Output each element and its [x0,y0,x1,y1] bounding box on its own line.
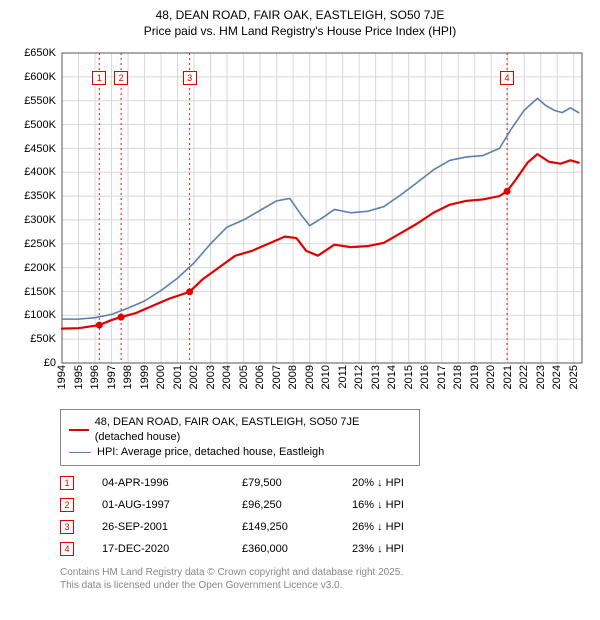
transaction-date: 01-AUG-1997 [102,499,242,511]
legend-label: HPI: Average price, detached house, East… [97,445,324,460]
transaction-diff: 16% ↓ HPI [352,499,472,511]
x-axis-label: 2001 [172,365,184,389]
y-axis-label: £50K [30,333,56,345]
x-axis-label: 1997 [106,365,118,389]
x-axis-label: 2016 [419,365,431,389]
legend-item: 48, DEAN ROAD, FAIR OAK, EASTLEIGH, SO50… [69,415,411,445]
y-axis-label: £150K [24,286,56,298]
x-axis-label: 1995 [73,365,85,389]
transaction-diff: 23% ↓ HPI [352,543,472,555]
y-axis-label: £250K [24,238,56,250]
x-axis-label: 1996 [89,365,101,389]
x-axis-label: 2004 [221,365,233,389]
chart-svg [14,43,586,403]
x-axis-label: 2015 [403,365,415,389]
y-axis-label: £500K [24,119,56,131]
chart-area: £0 £50K £100K £150K £200K £250K £300K £350K £400… [14,43,586,403]
sale-marker-badge: 4 [500,71,514,85]
x-axis-label: 2000 [155,365,167,389]
transaction-badge: 2 [60,498,74,512]
y-axis-label: £400K [24,166,56,178]
transaction-price: £149,250 [242,521,352,533]
x-axis-label: 2002 [188,365,200,389]
x-axis-label: 2011 [337,365,349,389]
x-axis-label: 2008 [287,365,299,389]
legend-item: HPI: Average price, detached house, East… [69,445,411,460]
y-axis-label: £200K [24,262,56,274]
y-axis-label: £650K [24,47,56,59]
x-axis-label: 2023 [535,365,547,389]
y-axis-label: £100K [24,309,56,321]
transaction-diff: 20% ↓ HPI [352,477,472,489]
transaction-badge: 3 [60,520,74,534]
transaction-diff: 26% ↓ HPI [352,521,472,533]
y-axis-label: £550K [24,95,56,107]
chart-title-line2: Price paid vs. HM Land Registry's House … [14,24,586,40]
x-axis-label: 2019 [469,365,481,389]
legend-swatch [69,452,91,453]
x-axis-label: 2006 [254,365,266,389]
x-axis-label: 2017 [436,365,448,389]
x-axis-label: 2025 [568,365,580,389]
transaction-date: 17-DEC-2020 [102,543,242,555]
x-axis-label: 2022 [518,365,530,389]
transaction-date: 26-SEP-2001 [102,521,242,533]
x-axis-label: 2024 [551,365,563,389]
sale-marker-badge: 3 [183,71,197,85]
x-axis-label: 2021 [502,365,514,389]
x-axis-label: 2014 [386,365,398,389]
page: 48, DEAN ROAD, FAIR OAK, EASTLEIGH, SO50… [0,0,600,620]
sale-marker-badge: 1 [92,71,106,85]
transaction-price: £360,000 [242,543,352,555]
y-axis-label: £0 [44,357,56,369]
transactions-table: 1 04-APR-1996£79,50020% ↓ HPI 2 01-AUG-1997… [60,472,586,560]
transaction-row: 3 26-SEP-2001£149,25026% ↓ HPI [60,516,586,538]
x-axis-label: 2010 [320,365,332,389]
y-axis-label: £300K [24,214,56,226]
transaction-row: 2 01-AUG-1997£96,25016% ↓ HPI [60,494,586,516]
legend-label: 48, DEAN ROAD, FAIR OAK, EASTLEIGH, SO50… [95,415,411,445]
x-axis-label: 2012 [353,365,365,389]
transaction-badge: 4 [60,542,74,556]
x-axis-label: 1998 [122,365,134,389]
transaction-date: 04-APR-1996 [102,477,242,489]
footnote-line1: Contains HM Land Registry data © Crown c… [60,566,586,579]
x-axis-label: 1999 [139,365,151,389]
y-axis-label: £350K [24,190,56,202]
x-axis-label: 2018 [452,365,464,389]
sale-marker-badge: 2 [114,71,128,85]
transaction-price: £96,250 [242,499,352,511]
y-axis-label: £450K [24,143,56,155]
x-axis-label: 2013 [370,365,382,389]
x-axis-label: 2005 [238,365,250,389]
x-axis-label: 2007 [271,365,283,389]
footnote: Contains HM Land Registry data © Crown c… [60,566,586,592]
legend-swatch [69,429,89,431]
y-axis-label: £600K [24,71,56,83]
chart-title-line1: 48, DEAN ROAD, FAIR OAK, EASTLEIGH, SO50… [14,8,586,24]
transaction-row: 1 04-APR-1996£79,50020% ↓ HPI [60,472,586,494]
x-axis-label: 1994 [56,365,68,389]
x-axis-label: 2009 [304,365,316,389]
footnote-line2: This data is licensed under the Open Gov… [60,579,586,592]
x-axis-label: 2020 [485,365,497,389]
transaction-price: £79,500 [242,477,352,489]
transaction-badge: 1 [60,476,74,490]
legend: 48, DEAN ROAD, FAIR OAK, EASTLEIGH, SO50… [60,409,420,466]
x-axis-label: 2003 [205,365,217,389]
transaction-row: 4 17-DEC-2020£360,00023% ↓ HPI [60,538,586,560]
